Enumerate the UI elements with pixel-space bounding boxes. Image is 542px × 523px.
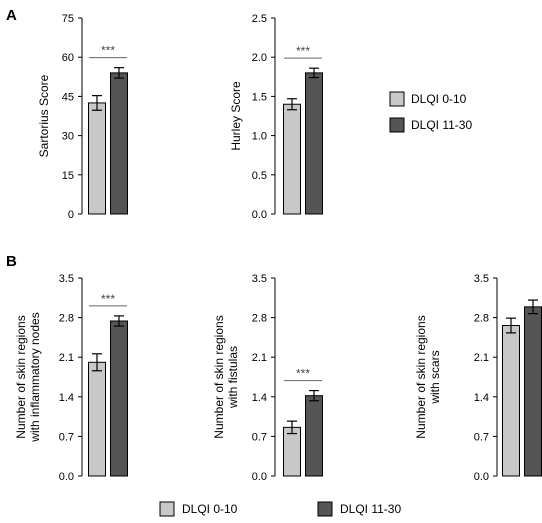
y-tick-label: 3.5 — [59, 273, 74, 285]
y-tick-label: 3.5 — [252, 273, 267, 285]
y-tick-label: 1.4 — [59, 392, 74, 404]
y-tick-label: 0.0 — [474, 471, 489, 483]
bar-group2 — [110, 72, 128, 215]
y-tick-label: 60 — [62, 52, 74, 64]
legend-swatch-group1 — [159, 501, 175, 517]
legend-label-group1: DLQI 0-10 — [182, 502, 238, 516]
bar-group1 — [283, 426, 301, 477]
y-tick-label: 0.7 — [252, 431, 267, 443]
y-tick-label: 0.7 — [59, 431, 74, 443]
y-tick-label: 0.0 — [252, 209, 267, 221]
legend-swatch-group2 — [317, 501, 333, 517]
y-tick-label: 0.7 — [474, 431, 489, 443]
y-axis-label: Sartorius Score — [37, 74, 51, 157]
y-axis-label: Number of skin regionswith scars — [414, 315, 442, 438]
y-axis-label-line: Number of skin regions — [414, 315, 428, 438]
bar-group2 — [305, 395, 323, 477]
y-axis-label-line: with fistulas — [226, 346, 240, 409]
legend-a: DLQI 0-10 DLQI 11-30 — [389, 91, 472, 133]
bar-group1 — [502, 325, 520, 477]
y-tick-label: 0.0 — [59, 471, 74, 483]
y-axis-label-line: Number of skin regions — [212, 315, 226, 438]
y-tick-label: 2.8 — [59, 313, 74, 325]
bar-group2 — [305, 72, 323, 215]
y-tick-label: 0.5 — [252, 170, 267, 182]
y-axis-label: Number of skin regionswith inflammatory … — [14, 312, 42, 442]
chart-5: 0.0 0.7 1.4 2.1 2.8 3.5 Number of skin regions… — [414, 273, 542, 483]
bar-group1 — [283, 103, 301, 215]
bar-group1 — [88, 102, 106, 215]
y-tick-label: 45 — [62, 91, 74, 103]
significance-label: *** — [296, 367, 310, 381]
y-tick-label: 15 — [62, 170, 74, 182]
y-axis-label: Number of skin regionswith fistulas — [212, 315, 240, 438]
legend-swatch-group1 — [389, 91, 405, 107]
bar-group1 — [88, 361, 106, 477]
y-tick-label: 2.8 — [474, 313, 489, 325]
chart-4: 0.0 0.7 1.4 2.1 2.8 3.5 Number of skin regions… — [212, 273, 323, 483]
chart-2: 0.0 0.5 1.0 1.5 2.0 2.5 Hurley Score *** — [229, 13, 323, 221]
y-tick-label: 0 — [68, 209, 74, 221]
y-tick-label: 1.0 — [252, 131, 267, 143]
y-tick-label: 1.5 — [252, 91, 267, 103]
y-tick-label: 2.1 — [59, 352, 74, 364]
y-tick-label: 2.1 — [252, 352, 267, 364]
significance-label: *** — [296, 44, 310, 58]
y-tick-label: 30 — [62, 131, 74, 143]
y-tick-label: 2.1 — [474, 352, 489, 364]
chart-3: 0.0 0.7 1.4 2.1 2.8 3.5 Number of skin regions… — [14, 273, 128, 483]
charts: 0 15 30 45 60 75 Sartorius Score *** 0.0 0.5 1.0 1.… — [14, 13, 542, 483]
legend-label-group2: DLQI 11-30 — [411, 118, 472, 132]
y-axis-label-line: with inflammatory nodes — [28, 312, 42, 442]
legend-label-group1: DLQI 0-10 — [411, 92, 467, 106]
y-axis-label-line: Hurley Score — [229, 81, 243, 151]
legend-b: DLQI 0-10 DLQI 11-30 — [159, 501, 401, 517]
panel-label-b: B — [6, 253, 17, 270]
significance-label: *** — [101, 44, 115, 58]
chart-1: 0 15 30 45 60 75 Sartorius Score *** — [37, 13, 128, 221]
y-tick-label: 75 — [62, 13, 74, 25]
y-tick-label: 3.5 — [474, 273, 489, 285]
panel-label-a: A — [6, 7, 17, 24]
legend-swatch-group2 — [389, 117, 405, 133]
y-tick-label: 1.4 — [474, 392, 489, 404]
significance-label: *** — [101, 292, 115, 306]
y-tick-label: 2.5 — [252, 13, 267, 25]
y-axis-label-line: with scars — [428, 350, 442, 404]
y-tick-label: 1.4 — [252, 392, 267, 404]
y-axis-label-line: Number of skin regions — [14, 315, 28, 438]
bar-group2 — [110, 320, 128, 477]
y-axis-label: Hurley Score — [229, 81, 243, 151]
y-tick-label: 2.0 — [252, 52, 267, 64]
y-tick-label: 2.8 — [252, 313, 267, 325]
legend-label-group2: DLQI 11-30 — [340, 502, 401, 516]
y-axis-label-line: Sartorius Score — [37, 74, 51, 157]
bar-group2 — [524, 306, 542, 477]
y-tick-label: 0.0 — [252, 471, 267, 483]
